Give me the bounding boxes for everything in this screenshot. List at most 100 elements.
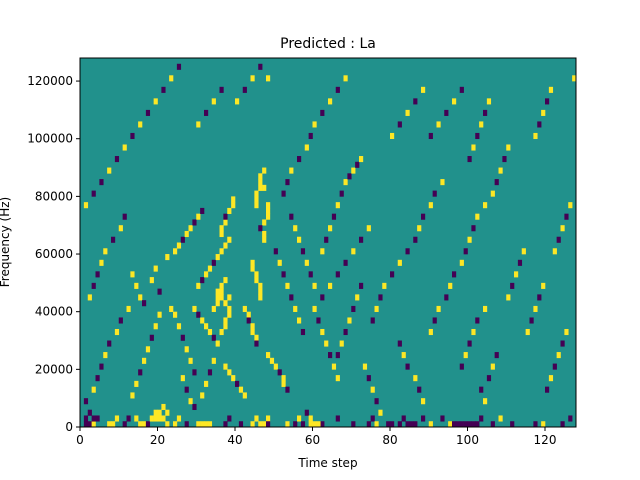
heatmap-cell	[219, 294, 224, 301]
heatmap-cell	[242, 86, 247, 93]
heatmap-cell	[130, 132, 135, 140]
heatmap-cell	[459, 259, 464, 266]
heatmap-cell	[452, 421, 457, 428]
heatmap-cell	[556, 352, 561, 359]
heatmap-cell	[192, 369, 197, 376]
heatmap-cell	[525, 328, 530, 336]
heatmap-cell	[397, 340, 402, 347]
heatmap-cell	[541, 421, 546, 428]
heatmap-cell	[475, 213, 480, 220]
heatmap-cell	[184, 386, 189, 393]
x-tick-label: 40	[227, 433, 242, 447]
heatmap-cell	[161, 403, 166, 411]
heatmap-cell	[250, 421, 255, 428]
heatmap-cell	[374, 421, 379, 428]
heatmap-cell	[297, 156, 302, 163]
heatmap-cell	[320, 109, 325, 116]
heatmap-cell	[289, 213, 294, 220]
heatmap-cell	[560, 340, 565, 347]
heatmap-cell	[351, 248, 356, 255]
heatmap-cell	[254, 271, 259, 278]
heatmap-cell	[366, 375, 371, 382]
y-tick-label: 60000	[35, 247, 73, 261]
heatmap-cell	[204, 323, 209, 330]
heatmap-cell	[471, 421, 476, 428]
heatmap-cell	[537, 294, 542, 301]
y-tick-label: 100000	[27, 132, 73, 146]
heatmap-cell	[83, 398, 89, 405]
heatmap-cell	[328, 225, 333, 232]
heatmap-cell	[328, 282, 333, 289]
heatmap-cell	[359, 156, 364, 163]
heatmap-cell	[444, 294, 449, 301]
heatmap-cell	[293, 421, 298, 428]
heatmap-cell	[258, 288, 263, 295]
heatmap-cell	[552, 248, 557, 255]
heatmap-cell	[483, 305, 488, 312]
heatmap-cell	[215, 254, 220, 261]
heatmap-cell	[359, 236, 364, 243]
heatmap-cell	[448, 421, 453, 428]
heatmap-cell	[223, 300, 228, 307]
heatmap-cell	[355, 161, 360, 168]
heatmap-cell	[285, 282, 290, 289]
heatmap-cell	[192, 403, 197, 411]
heatmap-cell	[114, 415, 120, 422]
heatmap-cell	[153, 409, 158, 416]
heatmap-cell	[200, 392, 205, 399]
heatmap-cell	[432, 317, 437, 324]
heatmap-cell	[483, 398, 488, 405]
heatmap-cell	[397, 121, 402, 128]
heatmap-cell	[463, 352, 468, 359]
heatmap-cell	[188, 357, 193, 364]
heatmap-cell	[293, 305, 298, 312]
heatmap-cell	[486, 375, 492, 382]
heatmap-cell	[320, 248, 325, 255]
heatmap-cell	[560, 225, 565, 232]
heatmap-cell	[397, 421, 402, 428]
heatmap-cell	[281, 380, 286, 387]
heatmap-cell	[405, 363, 410, 370]
heatmap-cell	[95, 271, 100, 278]
heatmap-cell	[428, 328, 433, 336]
heatmap-cell	[378, 294, 383, 301]
heatmap-cell	[83, 421, 89, 428]
heatmap-cell	[320, 328, 325, 336]
heatmap-cell	[180, 236, 185, 243]
heatmap-cell	[180, 375, 185, 382]
heatmap-cell	[200, 207, 205, 214]
y-tick-label: 120000	[27, 74, 73, 88]
heatmap-cell	[421, 415, 426, 422]
heatmap-cell	[219, 225, 224, 232]
heatmap-cell	[231, 202, 236, 209]
heatmap-cell	[359, 282, 364, 289]
heatmap-cell	[541, 109, 546, 116]
heatmap-cell	[211, 98, 216, 105]
heatmap-cell	[126, 415, 131, 422]
heatmap-cell	[498, 415, 503, 422]
heatmap-cell	[142, 421, 147, 428]
heatmap-cell	[285, 179, 290, 186]
heatmap-cell	[545, 98, 550, 105]
heatmap-cell	[200, 277, 205, 284]
heatmap-cell	[355, 294, 360, 301]
heatmap-cell	[401, 352, 406, 359]
heatmap-cell	[266, 415, 271, 422]
heatmap-cell	[258, 63, 263, 70]
heatmap-cell	[471, 144, 476, 151]
heatmap-cell	[312, 282, 317, 289]
heatmap-cell	[266, 202, 271, 209]
heatmap-cell	[378, 409, 383, 416]
heatmap-cell	[173, 248, 178, 255]
heatmap-cell	[405, 421, 410, 428]
heatmap-cell	[211, 334, 216, 341]
heatmap-cell	[118, 225, 123, 232]
heatmap-cell	[254, 196, 259, 203]
heatmap-cell	[83, 415, 89, 422]
heatmap-cell	[250, 259, 255, 266]
heatmap-cell	[258, 184, 263, 191]
heatmap-cell	[390, 271, 395, 278]
heatmap-cell	[99, 363, 104, 370]
heatmap-cell	[343, 75, 348, 82]
heatmap-cell	[467, 236, 472, 243]
